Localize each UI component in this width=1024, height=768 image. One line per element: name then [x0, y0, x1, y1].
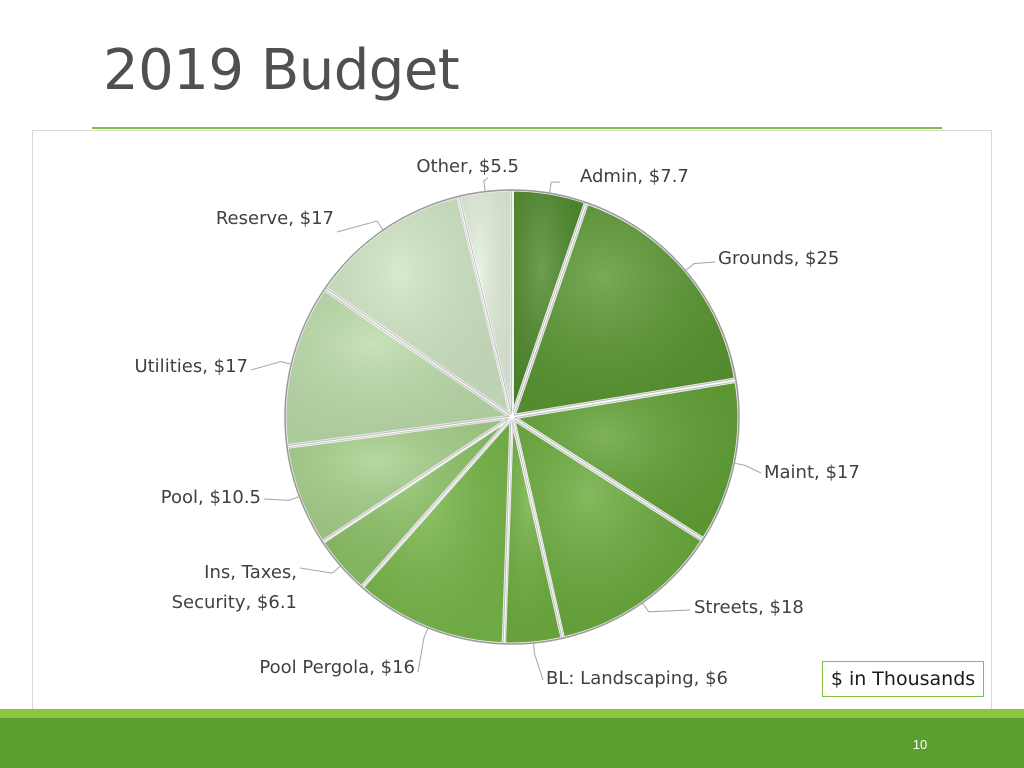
data-label-utilities: Utilities, $17 — [134, 356, 248, 377]
data-label-ins-taxes-security: Security, $6.1 — [172, 592, 297, 613]
data-label-pool-pergola: Pool Pergola, $16 — [259, 657, 415, 678]
leader-line — [684, 261, 716, 272]
pie-rim — [284, 189, 740, 645]
page-number: 10 — [912, 737, 928, 752]
leader-line — [733, 462, 762, 474]
data-label-admin: Admin, $7.7 — [580, 166, 689, 187]
footer-accent-bar — [0, 709, 1024, 718]
pie-leader-lines — [250, 177, 762, 681]
units-note: $ in Thousands — [822, 661, 984, 697]
pie-slices — [283, 188, 741, 646]
pie-data-labels: Admin, $7.7 Grounds, $25 Maint, $17 Streets… — [134, 156, 859, 689]
leader-line — [532, 641, 544, 681]
data-label-ins-taxes-security: Ins, Taxes, — [204, 562, 297, 583]
data-label-grounds: Grounds, $25 — [718, 248, 839, 269]
leader-line — [263, 495, 301, 501]
data-label-streets: Streets, $18 — [694, 597, 804, 618]
leader-line — [250, 361, 293, 371]
leader-line — [417, 626, 429, 673]
leader-line — [548, 181, 561, 195]
leader-line — [299, 564, 342, 574]
data-label-bl-landscaping: BL: Landscaping, $6 — [546, 668, 728, 689]
footer-bar — [0, 718, 1024, 768]
data-label-other: Other, $5.5 — [416, 156, 519, 177]
data-label-pool: Pool, $10.5 — [161, 487, 261, 508]
leader-line — [641, 601, 691, 613]
leader-line — [483, 177, 489, 193]
title-divider — [92, 127, 942, 129]
leader-line — [336, 220, 385, 233]
data-label-reserve: Reserve, $17 — [216, 208, 334, 229]
slide-title: 2019 Budget — [103, 38, 460, 103]
data-label-maint: Maint, $17 — [764, 462, 860, 483]
